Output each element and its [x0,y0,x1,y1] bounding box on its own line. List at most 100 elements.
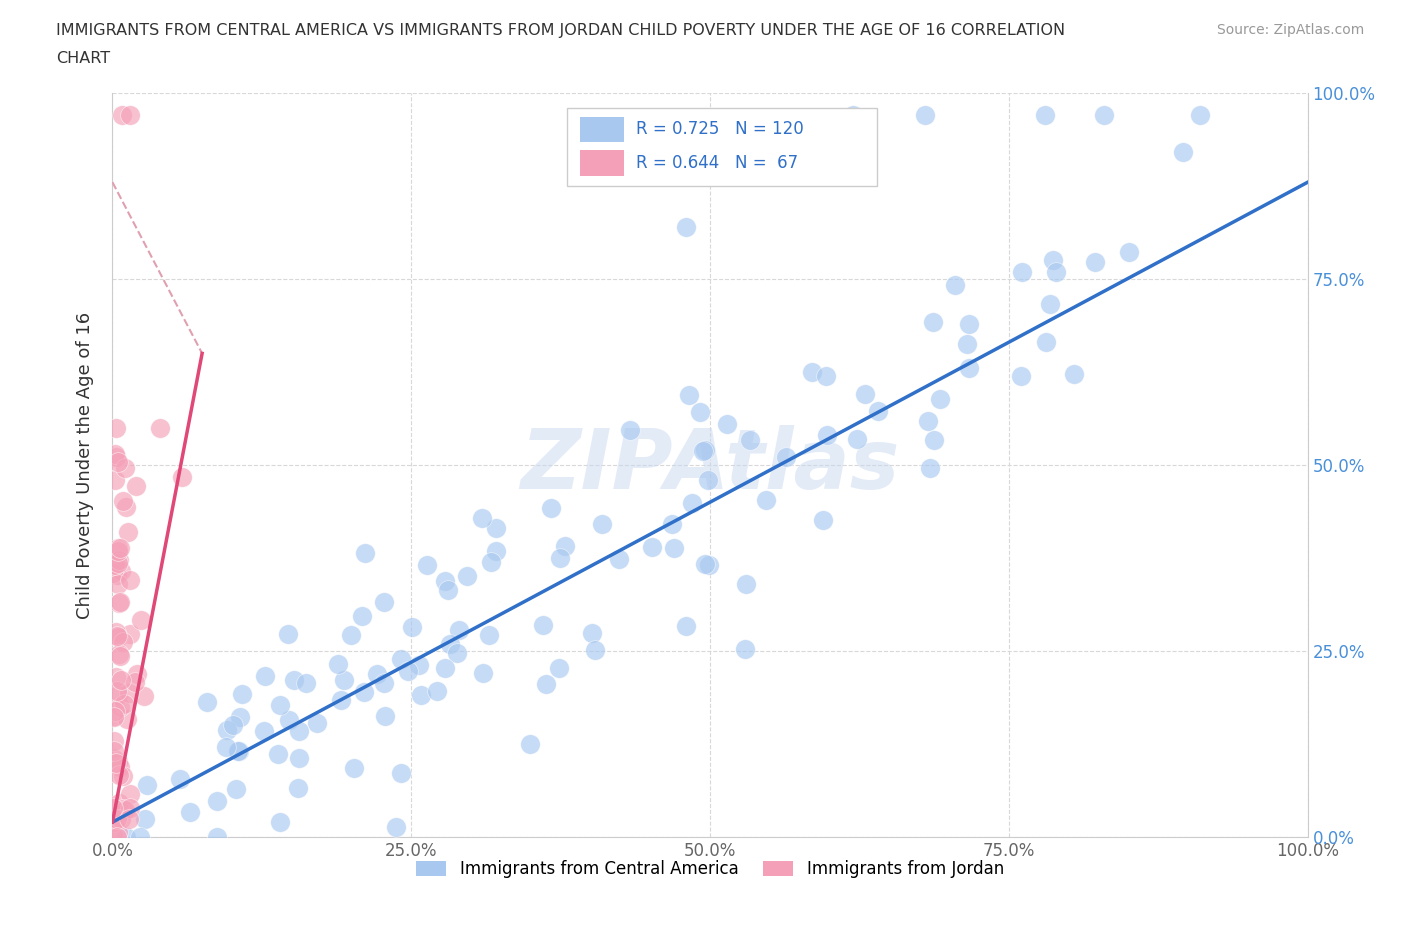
Point [104,446,127,461]
FancyBboxPatch shape [567,108,877,186]
Point [845,432,868,446]
Point [103,815,125,830]
Point [114,500,136,515]
Point [124,478,146,493]
Point [478,627,501,642]
Point [225,781,247,796]
Point [252,724,274,738]
Point [104,421,127,436]
Point [253,669,276,684]
Point [692,444,714,458]
Point [921,314,943,329]
Point [389,651,412,666]
Point [536,677,558,692]
Point [288,724,311,738]
Point [169,772,191,787]
Point [107,555,129,570]
Point [735,577,758,591]
Point [591,517,613,532]
Point [449,623,471,638]
Point [409,687,432,702]
Point [104,625,127,640]
Point [914,108,936,123]
Point [607,551,630,566]
Point [1035,335,1057,350]
Point [681,496,703,511]
Point [117,525,139,539]
Point [389,765,412,780]
Text: R = 0.725   N = 120: R = 0.725 N = 120 [636,121,804,139]
Point [226,743,249,758]
Point [695,556,717,571]
Point [842,108,865,123]
Point [114,803,136,817]
Point [922,432,945,447]
Legend: Immigrants from Central America, Immigrants from Jordan: Immigrants from Central America, Immigra… [409,853,1011,884]
Point [581,625,603,640]
FancyBboxPatch shape [579,151,624,176]
Point [111,108,134,123]
Point [330,693,353,708]
Point [107,629,129,644]
Point [105,567,128,582]
Point [118,627,141,642]
Point [229,710,252,724]
Point [340,628,363,643]
Point [471,666,494,681]
Point [277,626,299,641]
Point [415,557,437,572]
Point [294,675,316,690]
Point [1171,145,1194,160]
Text: CHART: CHART [56,51,110,66]
Point [231,687,253,702]
Point [439,636,461,651]
Point [110,672,132,687]
Point [471,511,494,525]
Point [547,660,569,675]
Point [205,830,228,844]
Point [929,392,952,406]
Point [697,472,720,487]
Point [775,450,797,465]
Point [287,751,309,765]
Point [333,672,356,687]
Point [1039,297,1062,312]
Point [107,540,129,555]
Point [689,405,711,419]
Point [207,793,229,808]
Point [195,695,218,710]
Point [108,760,131,775]
Point [446,646,468,661]
Point [101,565,124,580]
Point [1094,108,1116,123]
Point [811,512,834,527]
FancyBboxPatch shape [579,117,624,142]
Point [283,673,305,688]
Point [1042,253,1064,268]
Point [1084,255,1107,270]
Point [120,108,142,123]
Point [112,802,135,817]
Point [1189,108,1212,123]
Point [373,675,395,690]
Point [112,697,135,711]
Point [118,685,141,700]
Point [1063,366,1085,381]
Point [107,630,129,644]
Point [108,648,131,663]
Point [815,369,838,384]
Point [664,540,686,555]
Point [540,500,562,515]
Point [104,472,127,487]
Point [485,521,508,536]
Point [675,219,697,234]
Point [641,540,664,555]
Point [287,780,309,795]
Point [519,737,541,751]
Point [267,747,290,762]
Point [957,316,980,331]
Point [108,768,131,783]
Point [277,712,299,727]
Point [343,761,366,776]
Point [396,664,419,679]
